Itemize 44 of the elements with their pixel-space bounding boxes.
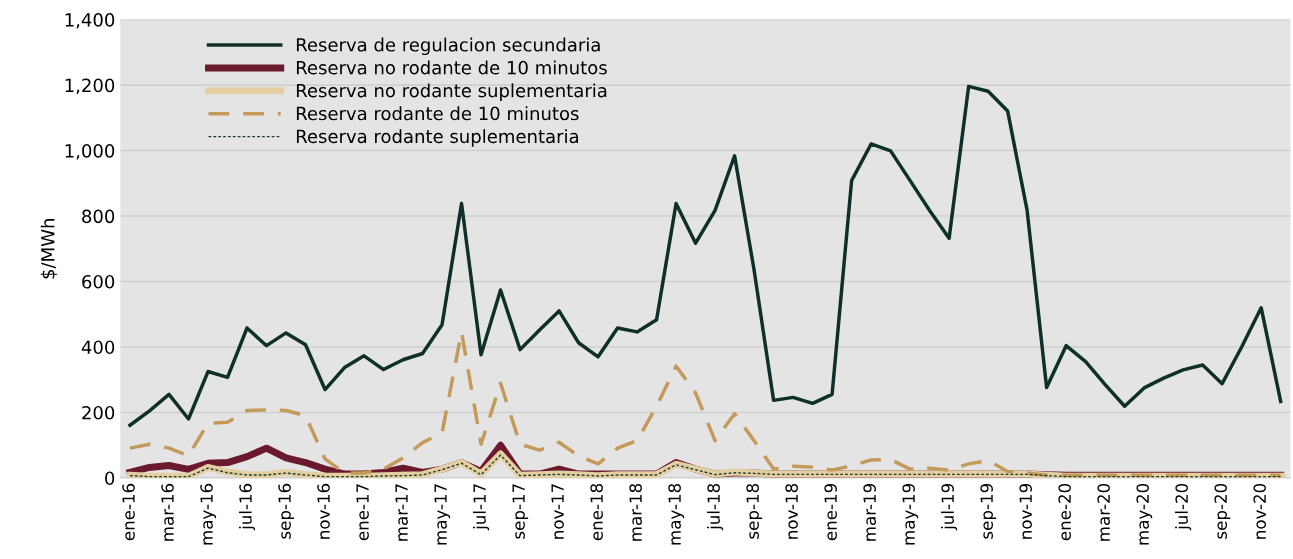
x-tick-label: nov-18 [785, 483, 798, 539]
y-tick-label: 1,000 [65, 143, 115, 160]
x-tick-label: may-20 [1136, 483, 1153, 545]
y-tick-label: 600 [82, 274, 115, 289]
x-tick-label: jul-16 [238, 483, 256, 531]
x-tick-label: ene-18 [590, 483, 603, 541]
x-tick-label: nov-20 [1253, 483, 1266, 539]
x-tick-label: sep-19 [980, 483, 997, 539]
legend-label: Reserva rodante de 10 minutos [296, 106, 579, 121]
legend-label: Reserva de regulacion secundaria [296, 37, 600, 56]
x-tick-label: mar-20 [1097, 483, 1110, 541]
x-tick-label: mar-17 [395, 484, 408, 541]
x-tick-label: nov-17 [551, 484, 564, 539]
y-tick-label: 400 [81, 340, 115, 355]
x-tick-label: ene-17 [356, 484, 369, 541]
x-tick-label: ene-20 [1058, 483, 1071, 541]
x-tick-label: jul-19 [941, 483, 958, 531]
y-tick-label: 0 [105, 471, 115, 486]
x-tick-label: may-18 [668, 483, 685, 545]
y-tick-label: 800 [82, 209, 115, 224]
x-tick-label: jul-20 [1175, 483, 1192, 531]
legend-label: Reserva no rodante suplementaria [296, 83, 607, 101]
x-tick-label: ene-19 [824, 483, 837, 541]
x-tick-label: ene-16 [122, 483, 135, 541]
legend-label: Reserva no rodante de 10 minutos [296, 60, 607, 75]
x-tick-label: sep-17 [512, 484, 529, 539]
x-tick-label: jul-17 [472, 484, 490, 531]
y-tick-label: 200 [82, 405, 115, 420]
x-tick-label: mar-19 [863, 483, 876, 541]
x-tick-label: mar-16 [161, 483, 174, 541]
x-tick-label: may-17 [434, 484, 451, 545]
x-tick-label: may-16 [200, 483, 217, 545]
y-tick-label: 1,400 [65, 13, 115, 29]
legend-label: Reserva rodante suplementaria [296, 129, 578, 147]
x-tick-label: mar-18 [629, 483, 642, 541]
x-tick-label: may-19 [902, 483, 919, 545]
x-tick-label: jul-18 [707, 483, 724, 531]
y-tick-label: 1,200 [65, 78, 115, 95]
y-axis-title: $/MWh [40, 219, 58, 279]
x-tick-label: nov-19 [1019, 483, 1032, 539]
x-tick-label: sep-16 [278, 483, 295, 539]
x-tick-label: sep-18 [746, 483, 763, 539]
x-tick-label: nov-16 [317, 483, 330, 539]
x-tick-label: sep-20 [1214, 483, 1231, 539]
